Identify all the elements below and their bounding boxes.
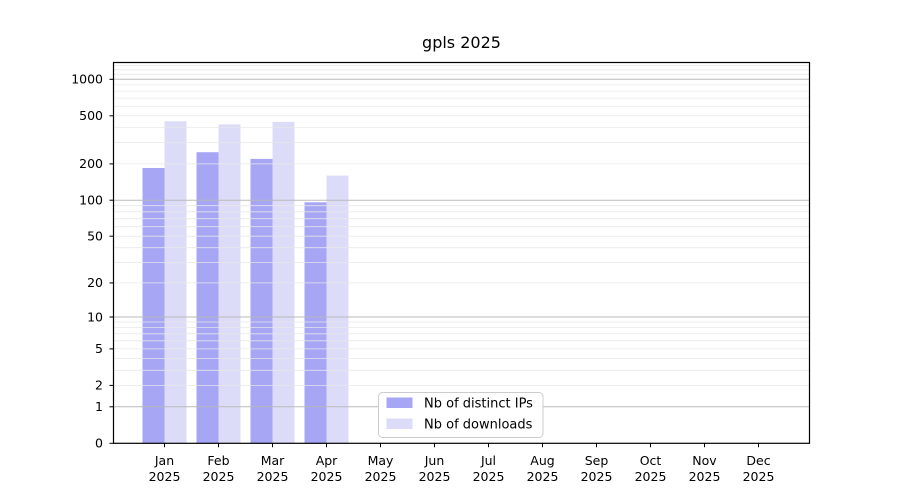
x-axis-tick-label-year: 2025 [473, 469, 505, 484]
y-axis-tick-label: 100 [79, 193, 103, 208]
x-axis-tick-label-year: 2025 [581, 469, 613, 484]
x-axis-tick-label-year: 2025 [419, 469, 451, 484]
bar-nb-of-downloads-apr [326, 175, 349, 444]
legend-swatch-downloads [386, 418, 413, 429]
x-axis-tick-label-year: 2025 [689, 469, 721, 484]
x-axis-tick-label-year: 2025 [257, 469, 289, 484]
y-axis-tick-label: 20 [87, 275, 103, 290]
chart-title: gpls 2025 [422, 33, 501, 52]
x-axis-tick-label-month: Oct [640, 453, 662, 468]
x-axis-tick-label-year: 2025 [743, 469, 775, 484]
x-axis-tick-label-year: 2025 [203, 469, 235, 484]
x-axis-tick-label-year: 2025 [635, 469, 667, 484]
x-axis-tick-label-month: Feb [207, 453, 229, 468]
legend-label-downloads: Nb of downloads [424, 418, 533, 433]
x-axis-tick-label-month: Jan [154, 453, 174, 468]
y-axis-tick-label: 200 [79, 156, 103, 171]
bar-nb-of-downloads-feb [218, 124, 241, 444]
y-axis-tick-label: 50 [87, 229, 103, 244]
x-axis-tick-label-month: Jul [480, 453, 496, 468]
x-axis-tick-label-month: Jun [424, 453, 445, 468]
y-axis-tick-label: 5 [95, 341, 103, 356]
x-axis-tick-label-month: Dec [746, 453, 770, 468]
legend-swatch-distinct-ips [386, 397, 413, 408]
y-axis-tick-label: 0 [95, 436, 103, 451]
bar-nb-of-distinct-ips-mar [250, 158, 273, 444]
bar-nb-of-distinct-ips-jan [142, 168, 165, 444]
x-axis-tick-label-month: Apr [316, 453, 338, 468]
plot-frame [112, 61, 811, 444]
legend-box [378, 392, 544, 438]
y-axis-tick-label: 10 [87, 309, 103, 324]
bar-nb-of-distinct-ips-feb [196, 152, 219, 444]
x-axis-tick-label-month: Nov [692, 453, 717, 468]
x-axis-tick-label-month: Aug [530, 453, 554, 468]
x-axis-tick-label-year: 2025 [149, 469, 181, 484]
x-axis-tick-label-year: 2025 [527, 469, 559, 484]
bar-nb-of-downloads-jan [164, 121, 187, 444]
y-axis-tick-label: 500 [79, 108, 103, 123]
legend: Nb of distinct IPs Nb of downloads [378, 392, 544, 438]
x-axis-tick-label-year: 2025 [311, 469, 343, 484]
legend-label-distinct-ips: Nb of distinct IPs [424, 397, 533, 412]
y-axis-tick-label: 1 [95, 399, 103, 414]
x-axis-tick-label-month: May [368, 453, 394, 468]
x-axis-tick-label-month: Mar [261, 453, 285, 468]
y-axis-tick-label: 1000 [71, 72, 103, 87]
y-axis-tick-label: 2 [95, 378, 103, 393]
x-axis-tick-label-year: 2025 [365, 469, 397, 484]
x-axis-tick-label-month: Sep [585, 453, 609, 468]
